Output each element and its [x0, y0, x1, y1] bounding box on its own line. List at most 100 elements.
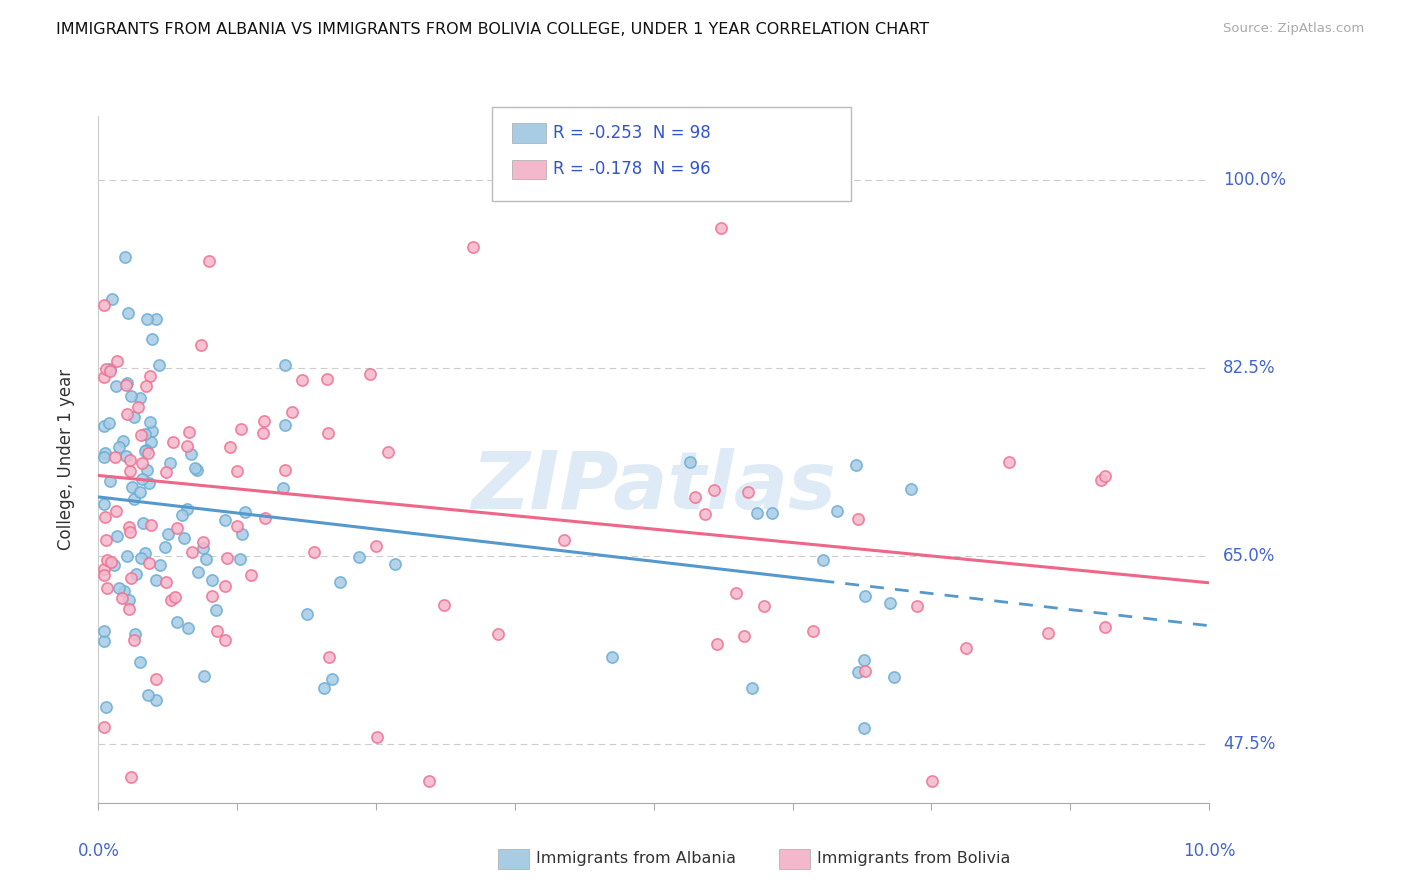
Point: [153, 540, 176, 554]
Point: [274, 359, 297, 373]
Point: [105, 353, 128, 368]
Point: [233, 505, 256, 519]
Point: [148, 358, 170, 372]
Point: [96, 581, 118, 595]
Point: [124, 410, 146, 425]
Point: [706, 637, 728, 651]
Text: Immigrants from Albania: Immigrants from Albania: [536, 851, 735, 865]
Point: [114, 378, 136, 392]
Point: [219, 441, 242, 455]
Point: [217, 551, 239, 566]
Point: [329, 574, 352, 589]
Point: [253, 414, 276, 428]
Point: [761, 506, 783, 520]
Text: 0.0%: 0.0%: [77, 842, 120, 860]
Point: [186, 462, 208, 476]
Point: [129, 550, 152, 565]
Point: [111, 591, 134, 605]
Point: [214, 513, 236, 527]
Point: [304, 545, 326, 559]
Point: [120, 388, 142, 402]
Point: [125, 566, 148, 581]
Point: [93, 450, 115, 465]
Point: [166, 615, 188, 629]
Point: [693, 507, 716, 521]
Point: [98, 475, 121, 489]
Point: [801, 624, 824, 639]
Point: [709, 221, 731, 235]
Point: [733, 629, 755, 643]
Point: [183, 461, 205, 475]
Point: [205, 603, 228, 617]
Point: [93, 634, 115, 648]
Point: [141, 517, 163, 532]
Point: [136, 463, 159, 477]
Point: [138, 476, 160, 491]
Point: [321, 672, 343, 686]
Point: [136, 446, 159, 460]
Point: [139, 415, 162, 429]
Point: [180, 447, 202, 461]
Point: [433, 598, 456, 612]
Point: [139, 368, 162, 383]
Point: [1090, 474, 1112, 488]
Text: 100.0%: 100.0%: [1223, 171, 1286, 189]
Point: [105, 529, 128, 543]
Point: [135, 379, 157, 393]
Point: [103, 558, 125, 572]
Point: [115, 449, 138, 463]
Point: [366, 730, 388, 744]
Point: [94, 509, 117, 524]
Point: [239, 567, 262, 582]
Text: R = -0.253  N = 98: R = -0.253 N = 98: [553, 124, 710, 142]
Point: [93, 568, 115, 582]
Point: [900, 482, 922, 496]
Point: [93, 624, 115, 638]
Point: [737, 484, 759, 499]
Point: [141, 424, 163, 438]
Point: [846, 665, 869, 680]
Text: 10.0%: 10.0%: [1182, 842, 1236, 860]
Point: [111, 434, 134, 448]
Point: [98, 361, 121, 376]
Point: [853, 589, 876, 603]
Point: [905, 599, 928, 614]
Point: [145, 673, 167, 687]
Point: [347, 550, 370, 565]
Point: [135, 311, 157, 326]
Point: [117, 520, 139, 534]
Point: [122, 491, 145, 506]
Point: [384, 557, 406, 571]
Point: [98, 364, 121, 378]
Point: [170, 508, 193, 522]
Text: Immigrants from Bolivia: Immigrants from Bolivia: [817, 851, 1011, 865]
Point: [129, 427, 152, 442]
Point: [703, 483, 725, 497]
Point: [98, 417, 121, 431]
Point: [679, 455, 702, 469]
Point: [120, 770, 142, 784]
Point: [93, 446, 115, 460]
Point: [107, 440, 129, 454]
Point: [811, 553, 834, 567]
Point: [124, 626, 146, 640]
Point: [93, 370, 115, 384]
Point: [295, 607, 318, 621]
Point: [316, 372, 339, 386]
Point: [101, 292, 124, 306]
Point: [852, 721, 875, 735]
Point: [883, 670, 905, 684]
Point: [135, 443, 157, 458]
Point: [193, 669, 215, 683]
Point: [155, 465, 177, 479]
Point: [131, 456, 153, 470]
Point: [117, 306, 139, 320]
Point: [229, 552, 252, 566]
Point: [318, 650, 340, 665]
Point: [359, 367, 381, 381]
Point: [201, 590, 224, 604]
Point: [94, 700, 117, 714]
Point: [201, 573, 224, 587]
Point: [846, 512, 869, 526]
Point: [124, 632, 146, 647]
